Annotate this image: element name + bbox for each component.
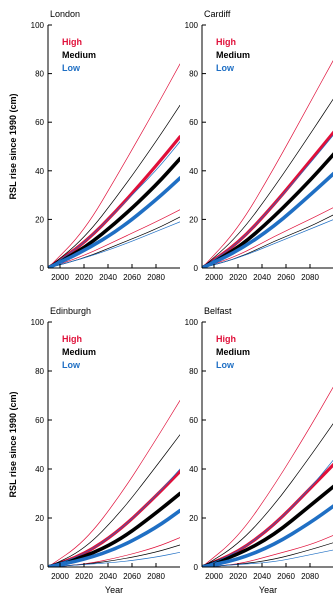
y-tick-label: 80 bbox=[35, 367, 44, 376]
legend-item-medium: Medium bbox=[216, 347, 250, 357]
series-line-high-upper bbox=[202, 60, 333, 268]
series-line-low-lower bbox=[48, 551, 180, 567]
series-line-high-upper bbox=[202, 386, 333, 567]
x-tick-label: 2020 bbox=[229, 572, 247, 581]
chart-title: London bbox=[50, 9, 80, 19]
series-line-high-upper bbox=[48, 63, 180, 268]
series-group bbox=[202, 60, 333, 268]
x-tick-label: 2060 bbox=[277, 572, 295, 581]
y-tick-label: 100 bbox=[185, 318, 199, 327]
legend-item-high: High bbox=[62, 334, 82, 344]
legend-item-low: Low bbox=[216, 63, 235, 73]
y-tick-label: 100 bbox=[31, 21, 45, 30]
x-tick-label: 2040 bbox=[253, 273, 271, 282]
series-line-low-upper bbox=[48, 141, 180, 268]
series-line-low-lower bbox=[202, 549, 333, 567]
x-axis-label: Year bbox=[259, 585, 277, 595]
series-line-low-lower bbox=[202, 219, 333, 268]
x-tick-label: 2020 bbox=[75, 273, 93, 282]
chart-title: Cardiff bbox=[204, 9, 231, 19]
x-tick-label: 2020 bbox=[229, 273, 247, 282]
x-tick-label: 2040 bbox=[99, 273, 117, 282]
y-tick-label: 60 bbox=[35, 118, 44, 127]
series-line-low-central bbox=[202, 504, 333, 567]
y-tick-label: 40 bbox=[35, 167, 44, 176]
x-tick-label: 2080 bbox=[147, 273, 165, 282]
legend-item-low: Low bbox=[62, 360, 81, 370]
chart-title: Belfast bbox=[204, 306, 232, 316]
y-tick-label: 0 bbox=[40, 563, 45, 572]
y-tick-label: 0 bbox=[194, 264, 199, 273]
legend-item-high: High bbox=[216, 334, 236, 344]
y-tick-label: 80 bbox=[189, 367, 198, 376]
y-tick-label: 80 bbox=[189, 70, 198, 79]
chart-title: Edinburgh bbox=[50, 306, 91, 316]
y-tick-label: 80 bbox=[35, 70, 44, 79]
series-line-medium-upper bbox=[48, 104, 180, 268]
legend-item-high: High bbox=[216, 37, 236, 47]
series-line-high-central bbox=[202, 130, 333, 268]
x-tick-label: 2060 bbox=[123, 273, 141, 282]
legend-item-medium: Medium bbox=[216, 50, 250, 60]
y-axis-label: RSL rise since 1990 (cm) bbox=[8, 392, 18, 498]
legend-item-low: Low bbox=[216, 360, 235, 370]
x-tick-label: 2080 bbox=[301, 273, 319, 282]
series-line-low-upper bbox=[202, 135, 333, 268]
series-group bbox=[48, 63, 180, 268]
series-line-high-central bbox=[202, 462, 333, 567]
y-tick-label: 40 bbox=[35, 465, 44, 474]
series-line-low-central bbox=[48, 508, 180, 567]
y-tick-label: 100 bbox=[185, 21, 199, 30]
x-tick-label: 2000 bbox=[51, 273, 69, 282]
y-tick-label: 40 bbox=[189, 167, 198, 176]
y-tick-label: 0 bbox=[194, 563, 199, 572]
y-tick-label: 60 bbox=[189, 118, 198, 127]
x-tick-label: 2040 bbox=[99, 572, 117, 581]
series-line-medium-upper bbox=[48, 434, 180, 567]
y-tick-label: 60 bbox=[189, 416, 198, 425]
x-axis-label: Year bbox=[105, 585, 123, 595]
y-tick-label: 60 bbox=[35, 416, 44, 425]
y-tick-label: 20 bbox=[35, 514, 44, 523]
series-line-medium-upper bbox=[202, 423, 333, 567]
series-line-low-upper bbox=[202, 459, 333, 567]
series-group bbox=[48, 400, 180, 567]
series-line-medium-upper bbox=[202, 98, 333, 268]
x-tick-label: 2020 bbox=[75, 572, 93, 581]
series-line-low-central bbox=[202, 171, 333, 268]
y-tick-label: 100 bbox=[31, 318, 45, 327]
series-line-low-lower bbox=[48, 221, 180, 268]
series-line-low-central bbox=[48, 176, 180, 268]
x-tick-label: 2060 bbox=[277, 273, 295, 282]
x-tick-label: 2060 bbox=[123, 572, 141, 581]
y-tick-label: 20 bbox=[35, 215, 44, 224]
y-axis-label: RSL rise since 1990 (cm) bbox=[8, 94, 18, 200]
legend-item-medium: Medium bbox=[62, 347, 96, 357]
x-tick-label: 2000 bbox=[205, 572, 223, 581]
x-tick-label: 2040 bbox=[253, 572, 271, 581]
x-tick-label: 2080 bbox=[147, 572, 165, 581]
legend-item-low: Low bbox=[62, 63, 81, 73]
series-line-high-upper bbox=[48, 400, 180, 567]
y-tick-label: 40 bbox=[189, 465, 198, 474]
legend-item-high: High bbox=[62, 37, 82, 47]
series-line-low-upper bbox=[48, 468, 180, 567]
series-group bbox=[202, 386, 333, 567]
y-tick-label: 20 bbox=[189, 215, 198, 224]
x-tick-label: 2000 bbox=[51, 572, 69, 581]
y-tick-label: 0 bbox=[40, 264, 45, 273]
legend-item-medium: Medium bbox=[62, 50, 96, 60]
series-line-high-central bbox=[48, 469, 180, 567]
y-tick-label: 20 bbox=[189, 514, 198, 523]
x-tick-label: 2000 bbox=[205, 273, 223, 282]
x-tick-label: 2080 bbox=[301, 572, 319, 581]
